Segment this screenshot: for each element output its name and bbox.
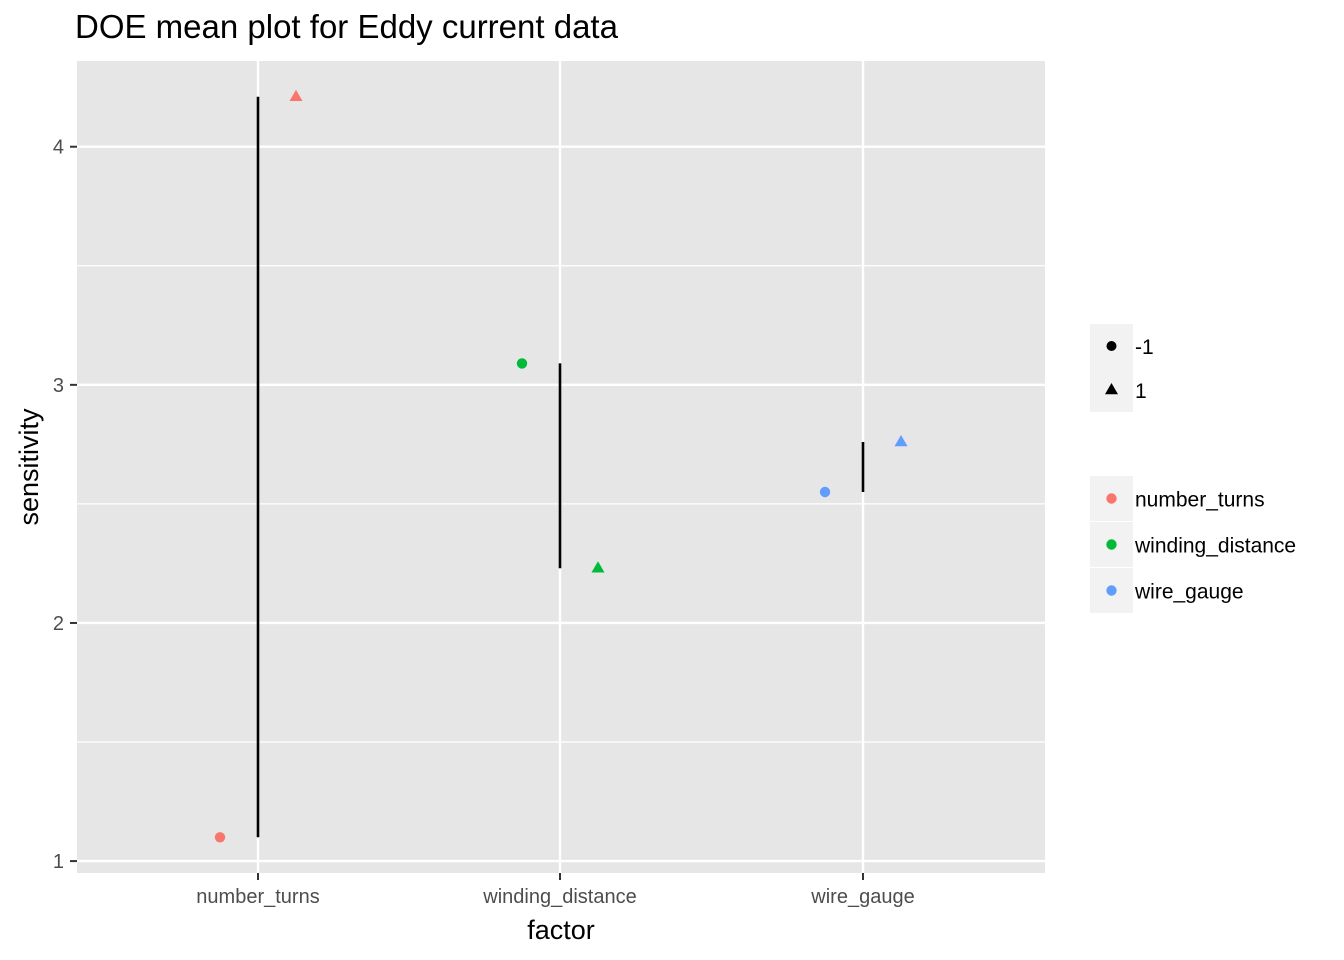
legend-color-symbol [1106,539,1117,550]
x-tick-label: number_turns [196,886,319,908]
data-point-circle [214,832,226,843]
x-tick-label: wire_gauge [810,886,914,908]
legend-label: -1 [1135,336,1154,359]
legend-triangle-symbol [1105,383,1118,395]
x-tick-label: winding_distance [482,886,636,908]
chart-title: DOE mean plot for Eddy current data [75,8,618,45]
y-tick-label: 4 [53,137,64,159]
data-point-circle [819,486,831,498]
axes: 1 2 3 4 number_turns winding_distance wire_gau… [53,137,915,908]
x-axis-label: factor [527,915,595,945]
legend-circle-symbol [1106,341,1117,351]
data-point-triangle [289,89,303,101]
color-legend: number_turns winding_distance wire_gauge [1090,476,1296,613]
shape-legend: -1 1 [1090,324,1154,412]
data-point-triangle [894,435,908,447]
data-point-circle [516,358,528,369]
legend-label: wire_gauge [1134,581,1244,604]
legend-label: 1 [1135,380,1147,403]
y-axis-label: sensitivity [14,408,44,526]
legend-color-symbol [1106,585,1117,596]
y-tick-label: 3 [53,375,64,397]
legend-label: winding_distance [1134,535,1296,558]
y-tick-label: 2 [53,613,64,635]
data-point-triangle [591,561,605,573]
y-tick-label: 1 [53,851,64,873]
data-points [214,89,908,843]
effect-segments [256,96,865,838]
legend-color-symbol [1106,493,1117,504]
legend-label: number_turns [1135,489,1265,512]
